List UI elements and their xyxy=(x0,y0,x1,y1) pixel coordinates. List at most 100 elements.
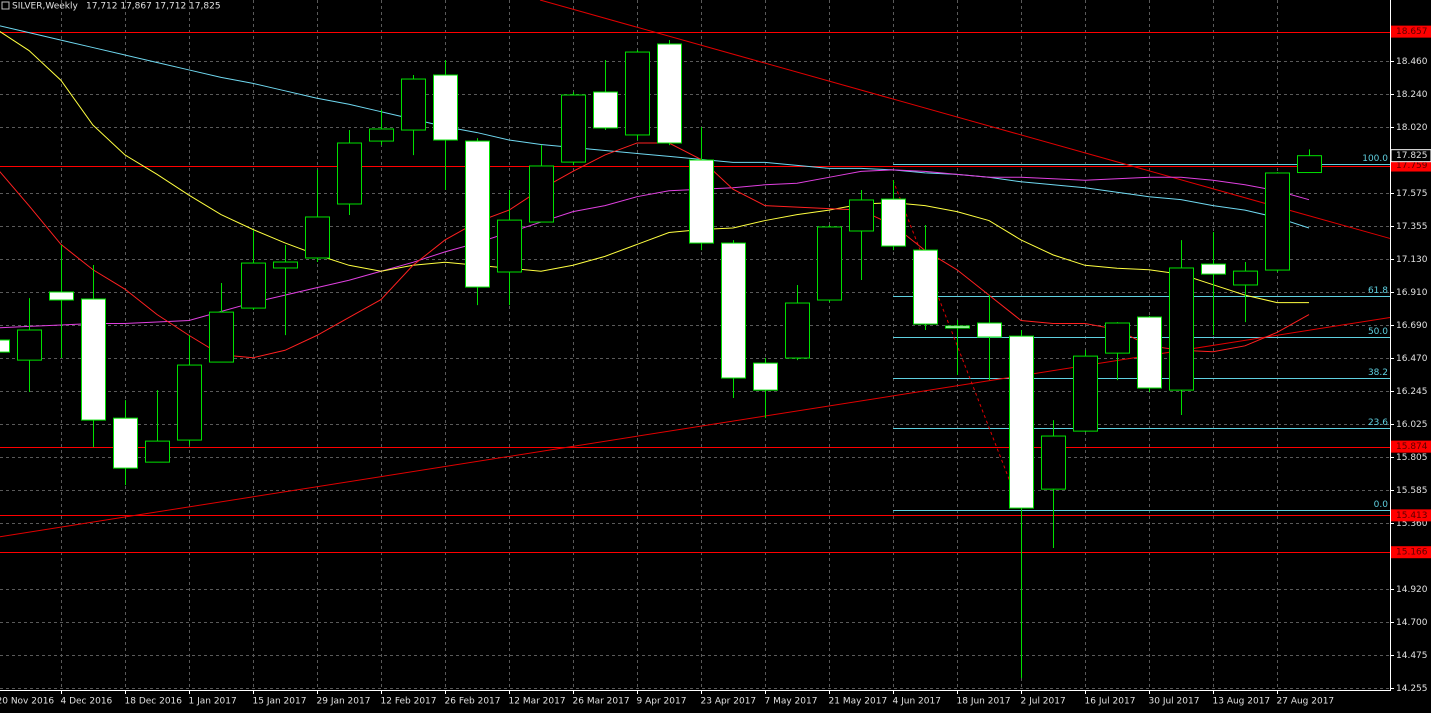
candle-body xyxy=(849,199,874,232)
y-tick-label: 16.245 xyxy=(1396,387,1428,397)
y-tick-label: 15.360 xyxy=(1396,519,1428,529)
x-tick-label: 26 Feb 2017 xyxy=(445,697,501,707)
candle-body xyxy=(1169,267,1194,391)
x-tick-label: 7 May 2017 xyxy=(765,697,818,707)
level-price-label: 15.874 xyxy=(1396,442,1428,452)
y-tick-label: 16.470 xyxy=(1396,354,1428,364)
plot-area: 100.0 61.8 50.0 38.2 23.6 0.0 xyxy=(0,0,1390,679)
chart-title: SILVER,Weekly xyxy=(12,2,79,12)
candle-body xyxy=(369,128,394,142)
level-price-box xyxy=(1391,159,1431,172)
candle-body xyxy=(145,440,170,463)
candle-body xyxy=(0,339,10,353)
candle-body xyxy=(1297,155,1322,174)
fib-label: 38.2 xyxy=(1368,368,1388,378)
y-tick-label: 15.805 xyxy=(1396,453,1428,463)
candle-body xyxy=(721,242,746,379)
x-tick-label: 16 Jul 2017 xyxy=(1085,697,1136,707)
fib-label: 50.0 xyxy=(1368,327,1388,337)
level-price-label: 17.759 xyxy=(1396,161,1428,171)
candle-body xyxy=(817,226,842,301)
candle-body xyxy=(1041,435,1066,490)
y-tick-label: 16.910 xyxy=(1396,288,1428,298)
level-price-box xyxy=(1391,25,1431,38)
candle-body xyxy=(433,74,458,141)
level-price-label: 15.413 xyxy=(1396,511,1428,521)
x-tick-label: 4 Jun 2017 xyxy=(893,697,941,707)
candle-body xyxy=(1137,316,1162,389)
candle-body xyxy=(561,94,586,163)
y-tick-label: 15.585 xyxy=(1396,486,1428,496)
candle-body xyxy=(497,219,522,273)
candle-body xyxy=(977,322,1002,338)
candle-body xyxy=(753,362,778,391)
x-tick-label: 21 May 2017 xyxy=(829,697,888,707)
candle-body xyxy=(785,302,810,359)
candle-body xyxy=(657,43,682,144)
y-tick-label: 14.920 xyxy=(1396,585,1428,595)
candle-body xyxy=(1105,322,1130,354)
current-price-label: 17.825 xyxy=(1396,151,1428,161)
candle-body xyxy=(1201,263,1226,275)
candle-body xyxy=(81,298,106,421)
candle-body xyxy=(1233,270,1258,286)
candle-body xyxy=(337,142,362,205)
level-price-box xyxy=(1391,509,1431,522)
y-tick-label: 18.240 xyxy=(1396,90,1428,100)
x-tick-label: 18 Jun 2017 xyxy=(957,697,1011,707)
y-tick-label: 18.020 xyxy=(1396,123,1428,133)
x-tick-label: 26 Mar 2017 xyxy=(573,697,630,707)
x-tick-label: 4 Dec 2016 xyxy=(61,697,113,707)
fib-label: 23.6 xyxy=(1368,418,1388,428)
y-tick-label: 17.130 xyxy=(1396,255,1428,265)
candle-body xyxy=(625,51,650,136)
candle-body xyxy=(465,140,490,288)
x-tick-label: 29 Jan 2017 xyxy=(317,697,371,707)
x-tick-label: 12 Mar 2017 xyxy=(509,697,566,707)
level-price-label: 18.657 xyxy=(1396,27,1428,37)
candle-body xyxy=(49,291,74,301)
fib-label: 0.0 xyxy=(1374,500,1389,510)
x-tick-label: 12 Feb 2017 xyxy=(381,697,437,707)
candle-body xyxy=(913,249,938,325)
x-tick-label: 18 Dec 2016 xyxy=(125,697,183,707)
symbol-icon xyxy=(1,1,10,10)
y-tick-label: 14.255 xyxy=(1396,684,1428,694)
x-tick-label: 23 Apr 2017 xyxy=(701,697,757,707)
ma-line xyxy=(0,31,1309,304)
y-tick-label: 16.025 xyxy=(1396,420,1428,430)
x-tick-label: 15 Jan 2017 xyxy=(253,697,307,707)
x-tick-label: 20 Nov 2016 xyxy=(0,697,54,707)
header: SILVER,Weekly 17,712 17,867 17,712 17,82… xyxy=(1,1,221,12)
ma-line xyxy=(0,25,1310,229)
x-tick-label: 1 Jan 2017 xyxy=(189,697,237,707)
y-tick-label: 14.700 xyxy=(1396,618,1428,628)
candle-body xyxy=(209,311,234,363)
candle-body xyxy=(881,198,906,247)
candle-body xyxy=(1265,172,1290,271)
x-tick-label: 27 Aug 2017 xyxy=(1277,697,1335,707)
trendline xyxy=(539,0,1390,239)
candle-body xyxy=(1009,335,1034,509)
candle-body xyxy=(593,91,618,129)
y-tick-label: 17.575 xyxy=(1396,189,1428,199)
candle-body xyxy=(529,165,554,223)
candle-body xyxy=(1073,355,1098,432)
y-tick-label: 17.355 xyxy=(1396,222,1428,232)
candle-body xyxy=(305,216,330,259)
candle-body xyxy=(177,364,202,441)
y-tick-label: 14.475 xyxy=(1396,651,1428,661)
candle-body xyxy=(113,417,138,469)
current-price-box xyxy=(1390,149,1431,163)
candle-body xyxy=(17,329,42,361)
x-tick-label: 13 Aug 2017 xyxy=(1213,697,1271,707)
x-tick-label: 9 Apr 2017 xyxy=(637,697,687,707)
fib-label: 61.8 xyxy=(1368,286,1388,296)
ohlc-text: 17,712 17,867 17,712 17,825 xyxy=(86,2,221,12)
fib-label: 100.0 xyxy=(1362,154,1388,164)
level-price-label: 15.166 xyxy=(1396,548,1428,558)
level-price-box xyxy=(1391,546,1431,559)
y-tick-label: 18.460 xyxy=(1396,57,1428,67)
